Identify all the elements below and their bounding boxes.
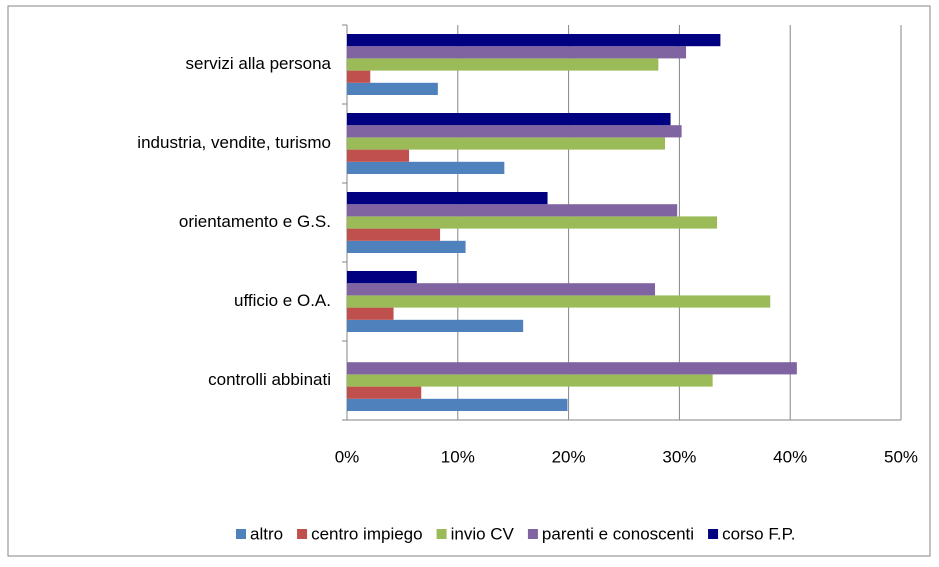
- x-tick-label: 20%: [552, 447, 586, 466]
- bar: [347, 70, 371, 83]
- bar: [347, 58, 659, 71]
- bar: [347, 82, 438, 95]
- bar: [347, 362, 797, 375]
- bar: [347, 307, 394, 320]
- legend-label: parenti e conoscenti: [542, 524, 694, 543]
- bar: [347, 161, 505, 174]
- chart-border: [7, 5, 931, 557]
- bar: [347, 113, 671, 126]
- y-tick-label: servizi alla persona: [185, 54, 331, 73]
- bar: [347, 46, 687, 59]
- bar: [347, 34, 721, 47]
- x-tick-label: 10%: [441, 447, 475, 466]
- legend-label: altro: [250, 524, 283, 543]
- bar: [347, 283, 656, 296]
- bar: [347, 271, 417, 284]
- bar: [347, 386, 422, 399]
- bar: [347, 319, 524, 332]
- legend-label: corso F.P.: [722, 524, 795, 543]
- bar: [347, 216, 718, 229]
- bar: [347, 295, 771, 308]
- y-tick-label: ufficio e O.A.: [234, 291, 331, 310]
- legend-label: invio CV: [451, 524, 515, 543]
- bar: [347, 149, 410, 162]
- bar: [347, 192, 548, 205]
- bar: [347, 398, 568, 411]
- x-tick-label: 50%: [884, 447, 918, 466]
- legend-swatch: [708, 529, 719, 539]
- bar: [347, 240, 466, 253]
- y-tick-label: controlli abbinati: [208, 370, 331, 389]
- x-tick-label: 40%: [773, 447, 807, 466]
- bar: [347, 228, 441, 241]
- legend-swatch: [527, 529, 538, 539]
- bar: [347, 125, 682, 138]
- x-tick-label: 30%: [662, 447, 696, 466]
- legend-swatch: [236, 529, 246, 539]
- legend-label: centro impiego: [311, 524, 423, 543]
- bar: [347, 374, 713, 387]
- y-tick-label: industria, vendite, turismo: [137, 133, 331, 152]
- x-tick-label: 0%: [335, 447, 360, 466]
- bar: [347, 137, 665, 150]
- legend-swatch: [297, 529, 308, 539]
- legend-swatch: [436, 529, 447, 539]
- bar: [347, 204, 678, 217]
- y-tick-label: orientamento e G.S.: [179, 212, 331, 231]
